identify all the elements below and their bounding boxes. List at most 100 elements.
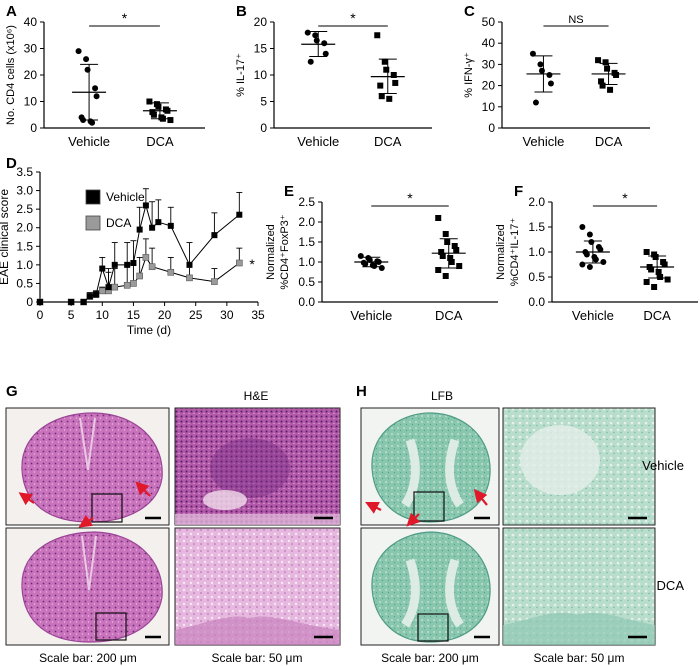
- data-point-vehicle: [155, 219, 162, 226]
- significance-label: *: [249, 256, 255, 272]
- x-category-label: Vehicle: [572, 308, 614, 323]
- data-point-square: [657, 274, 664, 280]
- lfb-dca-section-image: [360, 527, 500, 646]
- lfb-vehicle-roi-box: [413, 491, 445, 522]
- data-point-dca: [167, 268, 175, 276]
- x-category-label: DCA: [374, 134, 402, 149]
- data-point-vehicle: [186, 261, 193, 268]
- y-tick-label: 3.5: [16, 165, 33, 179]
- data-point-circle: [600, 259, 607, 265]
- data-point-circle: [312, 32, 319, 39]
- y-tick-label: 0.5: [528, 270, 545, 284]
- x-tick-label: 30: [220, 308, 234, 322]
- data-point-vehicle: [80, 299, 87, 305]
- panel-label-a: A: [6, 3, 17, 20]
- y-tick-label: 40: [482, 36, 496, 50]
- y-tick-label: 1.5: [16, 239, 33, 253]
- he-dca-roi-box: [95, 612, 127, 641]
- y-tick-label: 30: [482, 57, 496, 71]
- he-dca-zoom-image: [174, 527, 341, 646]
- lfb-dca-zoom-image: [502, 527, 656, 646]
- panel-label-g: G: [6, 383, 18, 400]
- y-axis-label: % IFN-γ⁺: [463, 52, 475, 98]
- data-point-circle: [371, 263, 378, 269]
- data-point-circle: [93, 93, 100, 100]
- y-tick-label: 40: [24, 15, 38, 29]
- data-point-dca: [123, 281, 131, 289]
- x-category-label: DCA: [146, 134, 174, 149]
- y-tick-label: 0.0: [528, 295, 545, 309]
- data-point-square: [651, 284, 658, 290]
- data-point-square: [377, 82, 384, 89]
- data-point-square: [643, 249, 650, 255]
- y-tick-label: 0: [260, 121, 267, 135]
- data-point-vehicle: [130, 260, 137, 266]
- data-point-vehicle: [105, 284, 112, 291]
- legend-label-dca: DCA: [106, 216, 131, 230]
- data-point-dca: [136, 272, 143, 280]
- significance-label: *: [350, 10, 356, 26]
- y-tick-label: 10: [482, 100, 496, 114]
- data-point-square: [661, 261, 668, 268]
- y-tick-label: 1.5: [528, 220, 545, 234]
- scale-caption-he-zoom: Scale bar: 50 μm: [212, 651, 303, 665]
- data-point-dca: [236, 259, 243, 267]
- chart-f-cd4-il17: 0.0 0.5 1.0 1.5 2.0 Normalized %CD4⁺IL-17⁺ Vehi…: [495, 190, 698, 323]
- data-point-circle: [532, 99, 539, 106]
- y-tick-label: 3.0: [16, 184, 33, 198]
- data-point-square: [652, 254, 659, 260]
- lfb-vehicle-section-image: [360, 407, 500, 527]
- data-point-vehicle: [93, 291, 100, 298]
- y-tick-label: 2.0: [298, 215, 315, 229]
- y-tick-label: 1.0: [528, 245, 545, 259]
- data-point-square: [664, 276, 671, 283]
- data-point-vehicle: [236, 211, 243, 218]
- y-tick-label: 15: [254, 42, 268, 56]
- data-point-square: [390, 72, 397, 78]
- data-point-vehicle: [136, 226, 143, 233]
- row-label-vehicle: Vehicle: [642, 458, 684, 473]
- y-axis-label: EAE clinical score: [0, 189, 11, 285]
- data-point-dca: [111, 283, 119, 291]
- chart-d-eae-score: 0 0.5 1.0 1.5 2.0 2.5 3.0 3.5 0 5 10 15 20 25 30 35 Time…: [0, 165, 265, 337]
- data-point-vehicle: [37, 299, 43, 305]
- data-point-circle: [307, 58, 314, 65]
- data-point-square: [439, 253, 446, 259]
- data-point-circle: [89, 119, 96, 126]
- chart-c-ifng: 0 10 20 30 40 50 % IFN-γ⁺ Vehicle DCA NS: [463, 14, 650, 149]
- data-point-circle: [378, 265, 385, 271]
- data-point-circle: [75, 48, 82, 55]
- data-point-circle: [588, 239, 595, 245]
- data-point-square: [602, 59, 609, 66]
- data-point-square: [146, 98, 153, 105]
- y-tick-label: 30: [24, 42, 38, 56]
- lfb-vehicle-zoom-image: [502, 407, 656, 526]
- x-tick-label: 5: [68, 308, 75, 322]
- he-vehicle-zoom-image: [174, 407, 341, 526]
- he-vehicle-section-image: [5, 407, 170, 528]
- chart-b-il17: 0 5 10 15 20 % IL-17⁺ Vehicle DCA *: [235, 10, 432, 149]
- data-point-square: [392, 79, 399, 86]
- y-tick-label: 2.5: [16, 202, 33, 216]
- data-point-square: [435, 267, 442, 273]
- data-point-circle: [579, 224, 586, 230]
- data-point-square: [442, 231, 449, 237]
- data-point-dca: [130, 280, 137, 287]
- data-point-dca: [186, 274, 193, 282]
- data-point-circle: [313, 37, 320, 44]
- data-point-square: [435, 215, 442, 221]
- data-point-dca: [211, 278, 218, 285]
- significance-label: *: [407, 190, 413, 206]
- data-point-circle: [538, 67, 545, 74]
- data-point-circle: [84, 66, 91, 73]
- chart-e-foxp3: 0.0 0.5 1.0 1.5 2.0 2.5 Normalized %CD4⁺FoxP3⁺ V…: [265, 190, 498, 323]
- panel-label-h: H: [356, 383, 367, 400]
- scale-caption-lfb-section: Scale bar: 200 μm: [381, 651, 479, 665]
- y-tick-label: 2.0: [528, 195, 545, 209]
- data-point-square: [451, 243, 458, 249]
- data-point-square: [155, 103, 162, 110]
- x-axis-label: Time (d): [127, 323, 171, 337]
- y-tick-label: 2.5: [298, 195, 315, 209]
- y-tick-label: 1.5: [298, 235, 315, 249]
- chart-a-cd4-cells: 0 10 20 30 40 No. CD4 cells (x10⁶) Vehicle DCA *: [5, 10, 205, 149]
